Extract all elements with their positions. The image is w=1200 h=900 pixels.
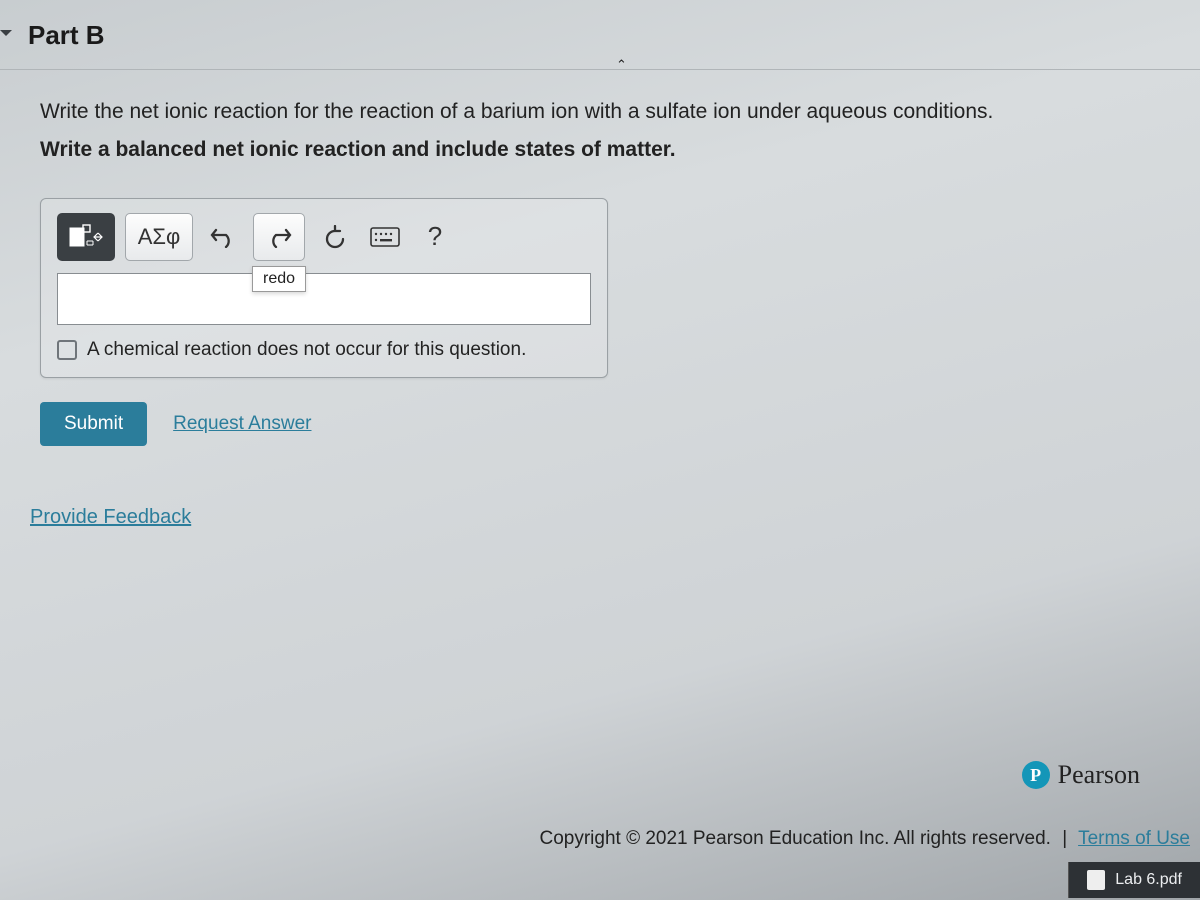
pearson-badge-icon: P — [1022, 761, 1050, 789]
section-header: Part B — [0, 0, 1200, 70]
footer-divider: | — [1062, 828, 1067, 849]
template-button[interactable] — [57, 213, 115, 261]
download-file-label: Lab 6.pdf — [1115, 871, 1182, 889]
brand-name: Pearson — [1058, 760, 1140, 790]
undo-button[interactable] — [203, 213, 243, 261]
formula-toolbar: ΑΣφ redo ? — [57, 213, 591, 261]
chevron-down-icon[interactable] — [0, 25, 14, 46]
copyright-text: Copyright © 2021 Pearson Education Inc. … — [539, 828, 1050, 849]
download-item[interactable]: Lab 6.pdf — [1068, 862, 1200, 898]
part-title: Part B — [28, 20, 105, 51]
terms-link[interactable]: Terms of Use — [1078, 828, 1190, 849]
question-content: Write the net ionic reaction for the rea… — [0, 70, 1200, 446]
greek-label: ΑΣφ — [138, 224, 181, 250]
greek-symbols-button[interactable]: ΑΣφ — [125, 213, 193, 261]
question-bold-instruction: Write a balanced net ionic reaction and … — [40, 138, 1160, 162]
help-label: ? — [428, 221, 442, 252]
no-reaction-label: A chemical reaction does not occur for t… — [87, 339, 526, 361]
answer-panel: ΑΣφ redo ? — [40, 198, 608, 378]
question-instruction: Write the net ionic reaction for the rea… — [40, 96, 1160, 128]
cursor-artifact: ⌃ — [616, 57, 627, 73]
submit-button[interactable]: Submit — [40, 402, 147, 446]
action-row: Submit Request Answer — [40, 402, 1160, 446]
provide-feedback-link[interactable]: Provide Feedback — [30, 506, 191, 529]
file-icon — [1087, 870, 1105, 890]
no-reaction-checkbox[interactable] — [57, 340, 77, 360]
request-answer-link[interactable]: Request Answer — [173, 413, 311, 435]
formula-input[interactable] — [57, 273, 591, 325]
brand-footer: P Pearson — [1022, 760, 1140, 790]
reset-button[interactable] — [315, 213, 355, 261]
copyright-bar: Copyright © 2021 Pearson Education Inc. … — [0, 828, 1200, 850]
help-button[interactable]: ? — [415, 213, 455, 261]
keyboard-button[interactable] — [365, 213, 405, 261]
taskbar-dock: Lab 6.pdf — [1068, 860, 1200, 900]
redo-button[interactable]: redo — [253, 213, 305, 261]
redo-tooltip: redo — [252, 266, 306, 292]
no-reaction-row[interactable]: A chemical reaction does not occur for t… — [57, 339, 591, 361]
